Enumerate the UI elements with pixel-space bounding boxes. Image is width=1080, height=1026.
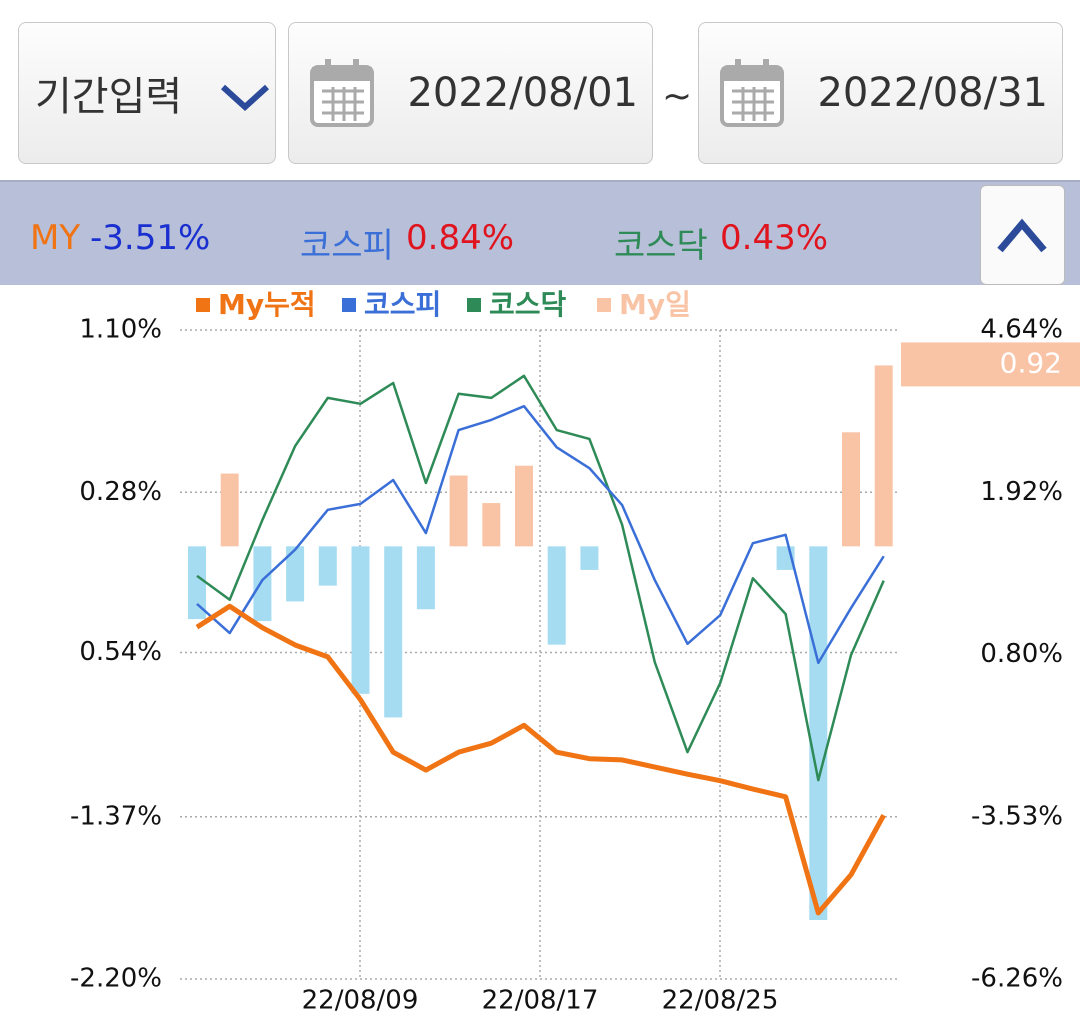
x-tick-label: 22/08/09 xyxy=(302,986,419,1016)
bar xyxy=(515,465,533,547)
bar xyxy=(874,365,893,547)
legend-label: 코스피 xyxy=(364,288,441,321)
start-date: 2022/08/01 xyxy=(407,70,638,116)
bar xyxy=(220,473,239,547)
legend-swatch xyxy=(196,298,210,312)
y-tick-label: -2.20% xyxy=(70,964,162,994)
bar xyxy=(449,475,468,547)
calendar-icon xyxy=(310,59,374,127)
legend-label: My일 xyxy=(619,288,691,321)
summary-bar: MY -3.51% 코스피 0.84% 코스닥 0.43% xyxy=(0,180,1080,285)
y2-tick-label: -3.53% xyxy=(971,801,1063,831)
chevron-icon xyxy=(220,84,270,112)
summary-value: 0.84% xyxy=(406,218,515,258)
bar xyxy=(384,546,403,718)
date-separator: ~ xyxy=(662,76,693,117)
bar xyxy=(188,546,206,620)
bar xyxy=(286,546,305,602)
summary-value: 0.43% xyxy=(720,218,829,258)
y2-tick-label: 1.92% xyxy=(980,477,1063,507)
y2-tick-label: 0.80% xyxy=(980,639,1063,669)
y2-tick-label: -6.26% xyxy=(971,964,1063,994)
legend-swatch xyxy=(342,298,356,312)
legend-label: My누적 xyxy=(218,288,316,321)
y2-tick-label: 4.64% xyxy=(980,315,1063,345)
x-tick-label: 22/08/17 xyxy=(482,986,599,1016)
line xyxy=(195,603,886,916)
legend-swatch xyxy=(467,298,481,312)
bar xyxy=(842,432,860,547)
y-tick-label: 0.28% xyxy=(79,477,162,507)
bar xyxy=(482,503,501,547)
value-label-box xyxy=(901,342,1080,387)
start-date-field[interactable]: 2022/08/01 xyxy=(288,22,653,164)
bar xyxy=(351,546,370,694)
value-label: 0.92 xyxy=(1000,346,1062,379)
end-date: 2022/08/31 xyxy=(817,70,1048,116)
period-dropdown[interactable]: 기간입력 xyxy=(18,22,276,164)
end-date-field[interactable]: 2022/08/31 xyxy=(698,22,1063,164)
bar xyxy=(318,546,337,586)
summary-name: 코스피 xyxy=(300,226,394,266)
legend-swatch xyxy=(597,298,611,312)
bar xyxy=(809,546,828,920)
collapse-button[interactable] xyxy=(980,185,1065,285)
bar xyxy=(253,546,272,622)
bar xyxy=(580,546,599,570)
summary-name: 코스닥 xyxy=(614,226,708,266)
legend-label: 코스닥 xyxy=(489,288,567,321)
summary-value: -3.51% xyxy=(90,218,211,258)
y-tick-label: 0.54% xyxy=(79,637,162,667)
x-tick-label: 22/08/25 xyxy=(662,986,779,1016)
bar xyxy=(416,546,435,610)
period-label: 기간입력 xyxy=(35,74,183,120)
line xyxy=(196,374,885,782)
bar xyxy=(547,546,566,645)
calendar-icon xyxy=(720,59,784,127)
summary-name: MY xyxy=(30,218,81,258)
y-tick-label: 1.10% xyxy=(79,315,162,345)
line xyxy=(196,404,885,665)
chevron-up-icon xyxy=(997,218,1047,253)
y-tick-label: -1.37% xyxy=(70,801,162,831)
